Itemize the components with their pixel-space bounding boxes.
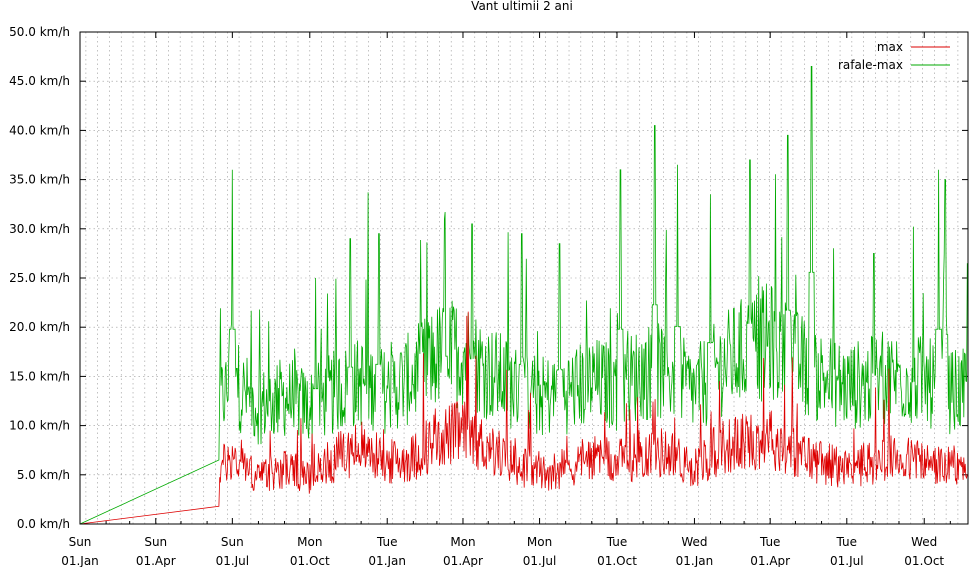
x-tick-label-date: 01.Jul <box>523 554 557 567</box>
x-axis-ticks: Sun 01.Jan Sun 01.Apr Sun 01.Jul Mon 01.Oct Tue 0… <box>61 32 951 567</box>
x-tick-label-day: Tue <box>836 535 858 549</box>
legend-label-max: max <box>877 40 903 54</box>
y-tick-label: 35.0 km/h <box>9 173 70 187</box>
chart-title: Vant ultimii 2 ani <box>471 0 573 13</box>
x-tick-label-day: Tue <box>376 535 398 549</box>
grid <box>80 32 968 524</box>
x-tick-label-date: 01.Apr <box>750 554 790 567</box>
y-tick-label: 5.0 km/h <box>17 468 70 482</box>
x-tick-label-day: Wed <box>911 535 937 549</box>
x-tick-label-day: Tue <box>759 535 781 549</box>
y-tick-label: 15.0 km/h <box>9 369 70 383</box>
x-tick-label-day: Sun <box>221 535 244 549</box>
x-tick-label-date: 01.Jan <box>368 554 406 567</box>
series-line-rafale-max <box>79 66 968 525</box>
y-axis-ticks: 0.0 km/h 5.0 km/h 10.0 km/h 15.0 km/h 20.0 k… <box>9 25 968 531</box>
y-tick-label: 20.0 km/h <box>9 320 70 334</box>
x-tick-label-date: 01.Oct <box>290 554 330 567</box>
series-line-max <box>79 311 968 525</box>
x-tick-label-date: 01.Apr <box>136 554 176 567</box>
x-tick-label-day: Tue <box>606 535 628 549</box>
x-tick-label-day: Mon <box>450 535 475 549</box>
y-tick-label: 45.0 km/h <box>9 74 70 88</box>
y-tick-label: 40.0 km/h <box>9 123 70 137</box>
x-tick-label-day: Sun <box>144 535 167 549</box>
x-tick-label-date: 01.Apr <box>443 554 483 567</box>
y-tick-label: 0.0 km/h <box>17 517 70 531</box>
x-tick-label-date: 01.Jan <box>61 554 99 567</box>
x-tick-label-day: Mon <box>527 535 552 549</box>
x-tick-label-date: 01.Oct <box>904 554 944 567</box>
y-tick-label: 25.0 km/h <box>9 271 70 285</box>
x-tick-label-day: Sun <box>69 535 92 549</box>
y-tick-label: 30.0 km/h <box>9 222 70 236</box>
x-tick-label-date: 01.Oct <box>597 554 637 567</box>
y-tick-label: 50.0 km/h <box>9 25 70 39</box>
x-tick-label-day: Wed <box>681 535 707 549</box>
y-tick-label: 10.0 km/h <box>9 419 70 433</box>
x-tick-label-date: 01.Jan <box>676 554 714 567</box>
legend: max rafale-max <box>838 40 950 72</box>
plot-border <box>79 31 969 525</box>
x-tick-label-day: Mon <box>297 535 322 549</box>
legend-label-rafale-max: rafale-max <box>838 58 903 72</box>
x-tick-label-date: 01.Jul <box>216 554 250 567</box>
x-tick-label-date: 01.Jul <box>830 554 864 567</box>
series-layer <box>79 66 968 525</box>
